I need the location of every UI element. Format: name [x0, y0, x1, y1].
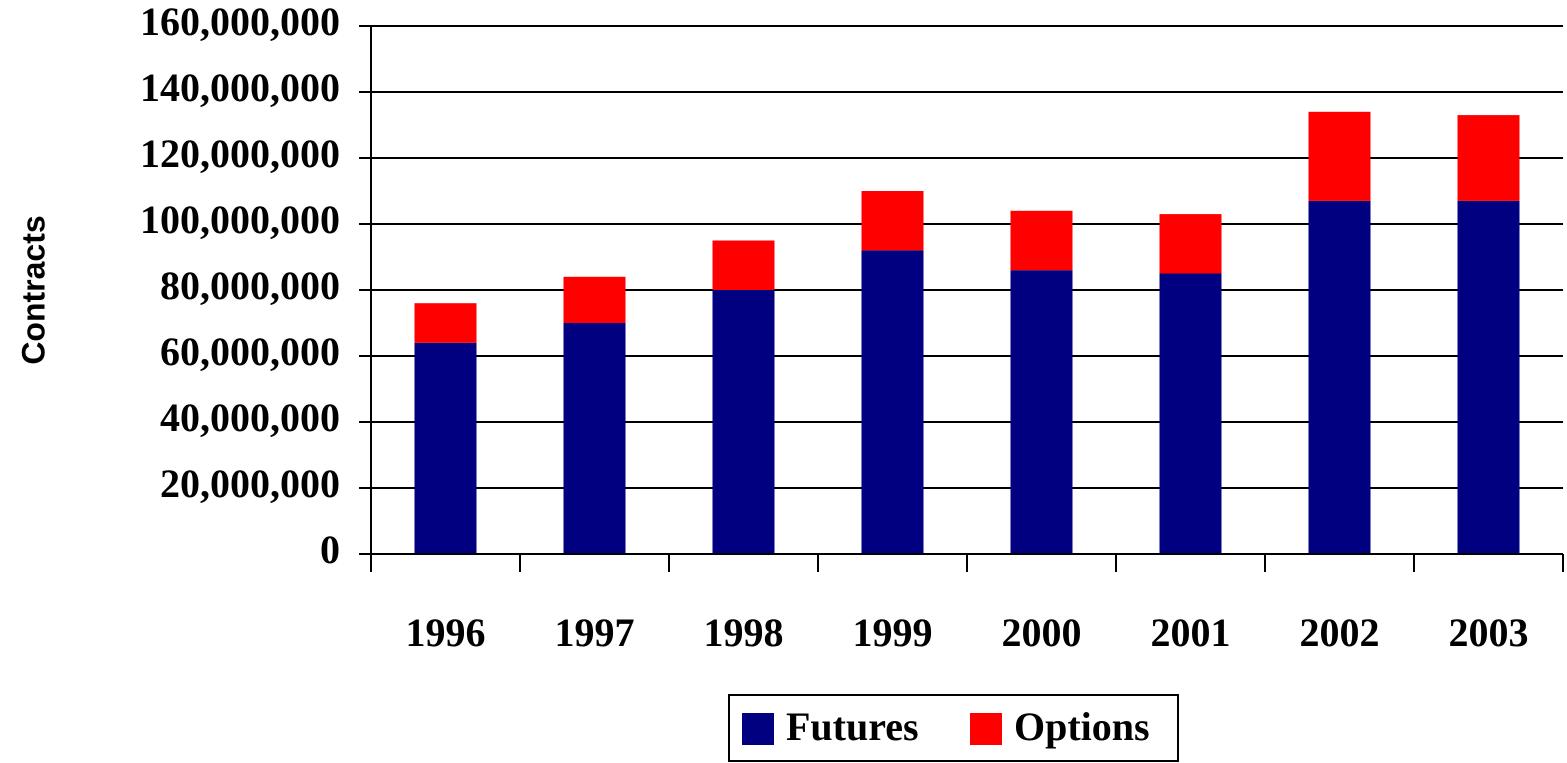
- x-tick-label: 1997: [555, 610, 635, 655]
- y-axis-label: Contracts: [15, 215, 51, 364]
- legend-box: [728, 694, 1179, 762]
- y-tick-label: 140,000,000: [140, 65, 340, 110]
- bar-segment: [414, 342, 477, 554]
- bar-segment: [1159, 214, 1222, 274]
- legend-swatch: [970, 713, 1002, 745]
- x-tick-label: 1998: [704, 610, 784, 655]
- y-tick-label: 60,000,000: [160, 329, 340, 374]
- bar-segment: [414, 303, 477, 343]
- y-tick-label: 40,000,000: [160, 395, 340, 440]
- x-tick-label: 2002: [1300, 610, 1380, 655]
- bar-segment: [712, 240, 775, 290]
- x-tick-label: 1999: [853, 610, 933, 655]
- y-tick-label: 100,000,000: [140, 197, 340, 242]
- bar-segment: [712, 290, 775, 554]
- bar-segment: [861, 250, 924, 554]
- y-tick-label: 80,000,000: [160, 263, 340, 308]
- bar-segment: [563, 276, 626, 323]
- bar-segment: [1010, 270, 1073, 554]
- y-tick-label: 160,000,000: [140, 0, 340, 44]
- x-tick-label: 1996: [406, 610, 486, 655]
- y-tick-label: 20,000,000: [160, 461, 340, 506]
- bar-segment: [1457, 115, 1520, 201]
- x-tick-label: 2001: [1151, 610, 1231, 655]
- legend-label: Options: [1014, 704, 1150, 749]
- bar-segment: [1010, 210, 1073, 271]
- x-tick-label: 2003: [1449, 610, 1529, 655]
- bar-segment: [861, 191, 924, 251]
- bar-segment: [1308, 200, 1371, 554]
- bar-segment: [563, 323, 626, 554]
- legend-label: Futures: [786, 704, 919, 749]
- y-tick-label: 120,000,000: [140, 131, 340, 176]
- bar-segment: [1159, 273, 1222, 554]
- bar-segment: [1457, 200, 1520, 554]
- x-tick-label: 2000: [1002, 610, 1082, 655]
- bar-segment: [1308, 111, 1371, 201]
- y-tick-label: 0: [320, 527, 340, 572]
- legend-swatch: [742, 713, 774, 745]
